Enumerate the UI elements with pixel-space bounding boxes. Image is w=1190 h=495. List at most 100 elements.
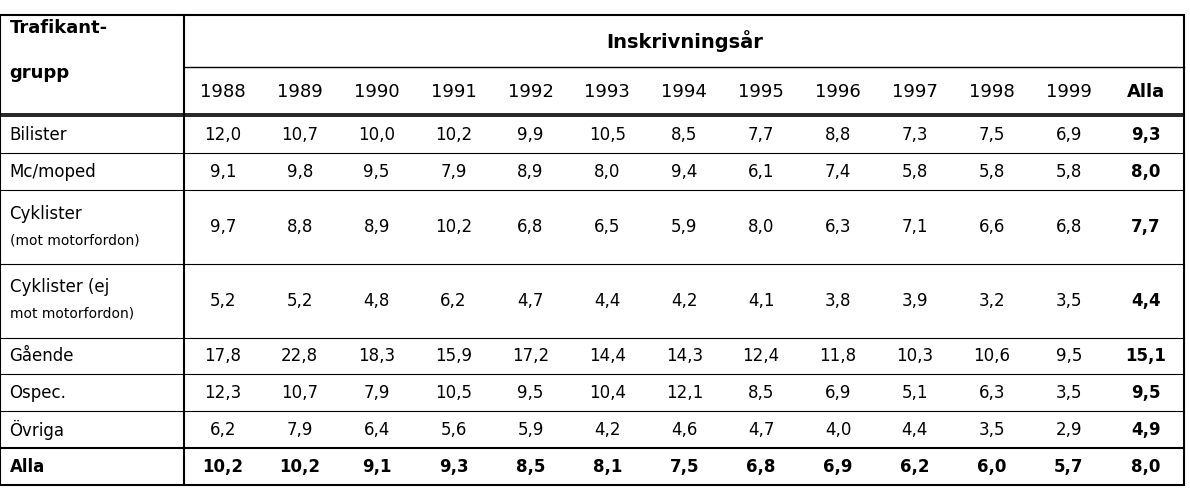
Text: Alla: Alla: [10, 458, 45, 476]
Text: 8,0: 8,0: [1130, 163, 1160, 181]
Text: mot motorfordon): mot motorfordon): [10, 307, 133, 321]
Text: 8,0: 8,0: [594, 163, 620, 181]
Text: Inskrivningsår: Inskrivningsår: [606, 30, 763, 52]
Text: Trafikant-: Trafikant-: [10, 19, 107, 38]
Text: 3,5: 3,5: [1056, 384, 1082, 402]
Text: 10,0: 10,0: [358, 126, 395, 144]
Text: 4,9: 4,9: [1130, 421, 1160, 439]
Text: 7,9: 7,9: [440, 163, 466, 181]
Text: 2,9: 2,9: [1056, 421, 1082, 439]
Text: 1989: 1989: [277, 83, 322, 100]
Text: 7,5: 7,5: [670, 458, 699, 476]
Text: 6,3: 6,3: [978, 384, 1006, 402]
Text: 6,9: 6,9: [823, 458, 853, 476]
Text: 8,8: 8,8: [825, 126, 851, 144]
Text: (mot motorfordon): (mot motorfordon): [10, 233, 139, 247]
Text: 12,3: 12,3: [205, 384, 242, 402]
Text: 1993: 1993: [584, 83, 631, 100]
Text: 7,7: 7,7: [749, 126, 775, 144]
Text: 10,6: 10,6: [973, 347, 1010, 365]
Text: 1990: 1990: [353, 83, 400, 100]
Text: 14,4: 14,4: [589, 347, 626, 365]
Text: 1997: 1997: [892, 83, 938, 100]
Text: 10,5: 10,5: [436, 384, 472, 402]
Text: 6,2: 6,2: [440, 292, 466, 310]
Text: 17,8: 17,8: [205, 347, 242, 365]
Text: 6,6: 6,6: [978, 218, 1006, 236]
Text: 7,5: 7,5: [978, 126, 1006, 144]
Text: 1994: 1994: [662, 83, 707, 100]
Text: 6,5: 6,5: [594, 218, 620, 236]
Text: 17,2: 17,2: [512, 347, 549, 365]
Text: 1992: 1992: [507, 83, 553, 100]
Text: 5,6: 5,6: [440, 421, 466, 439]
Text: 9,4: 9,4: [671, 163, 697, 181]
Text: 7,4: 7,4: [825, 163, 851, 181]
Text: 10,5: 10,5: [589, 126, 626, 144]
Text: 6,0: 6,0: [977, 458, 1007, 476]
Text: Mc/moped: Mc/moped: [10, 163, 96, 181]
Text: 9,5: 9,5: [1130, 384, 1160, 402]
Text: 8,0: 8,0: [749, 218, 775, 236]
Text: 5,8: 5,8: [978, 163, 1006, 181]
Text: 9,8: 9,8: [287, 163, 313, 181]
Text: Cyklister (ej: Cyklister (ej: [10, 278, 108, 297]
Text: 10,3: 10,3: [896, 347, 933, 365]
Text: 5,8: 5,8: [1056, 163, 1082, 181]
Text: 14,3: 14,3: [665, 347, 703, 365]
Text: grupp: grupp: [10, 64, 70, 82]
Text: 6,3: 6,3: [825, 218, 851, 236]
Text: 12,4: 12,4: [743, 347, 779, 365]
Text: 8,5: 8,5: [515, 458, 545, 476]
Text: 10,2: 10,2: [436, 126, 472, 144]
Text: 4,4: 4,4: [594, 292, 620, 310]
Text: Alla: Alla: [1127, 83, 1165, 100]
Text: 10,2: 10,2: [280, 458, 320, 476]
Text: 8,9: 8,9: [518, 163, 544, 181]
Text: 5,9: 5,9: [518, 421, 544, 439]
Text: 9,7: 9,7: [209, 218, 236, 236]
Text: 9,1: 9,1: [209, 163, 236, 181]
Text: 9,5: 9,5: [363, 163, 390, 181]
Text: 9,3: 9,3: [439, 458, 469, 476]
Text: 6,8: 6,8: [518, 218, 544, 236]
Text: 3,2: 3,2: [978, 292, 1006, 310]
Text: 10,7: 10,7: [281, 384, 318, 402]
Text: 6,2: 6,2: [900, 458, 929, 476]
Text: 9,3: 9,3: [1130, 126, 1160, 144]
Text: 6,9: 6,9: [825, 384, 851, 402]
Text: Ospec.: Ospec.: [10, 384, 67, 402]
Text: 3,8: 3,8: [825, 292, 851, 310]
Text: 4,7: 4,7: [749, 421, 775, 439]
Text: Övriga: Övriga: [10, 420, 64, 440]
Text: 4,8: 4,8: [363, 292, 390, 310]
Text: 10,7: 10,7: [281, 126, 318, 144]
Text: 8,5: 8,5: [671, 126, 697, 144]
Text: 10,4: 10,4: [589, 384, 626, 402]
Text: 7,1: 7,1: [902, 218, 928, 236]
Text: 8,0: 8,0: [1130, 458, 1160, 476]
Text: 10,2: 10,2: [436, 218, 472, 236]
Text: 6,4: 6,4: [363, 421, 390, 439]
Text: 9,5: 9,5: [1056, 347, 1082, 365]
Text: 4,0: 4,0: [825, 421, 851, 439]
Text: 4,6: 4,6: [671, 421, 697, 439]
Text: Gående: Gående: [10, 347, 74, 365]
Text: 5,8: 5,8: [902, 163, 928, 181]
Text: 11,8: 11,8: [820, 347, 857, 365]
Text: 7,9: 7,9: [363, 384, 390, 402]
Text: 1998: 1998: [969, 83, 1015, 100]
Text: 15,1: 15,1: [1126, 347, 1166, 365]
Text: 8,8: 8,8: [287, 218, 313, 236]
Text: 8,9: 8,9: [363, 218, 390, 236]
Text: 12,1: 12,1: [665, 384, 703, 402]
Text: 5,9: 5,9: [671, 218, 697, 236]
Text: 4,1: 4,1: [747, 292, 775, 310]
Text: 5,7: 5,7: [1054, 458, 1083, 476]
Text: 5,2: 5,2: [209, 292, 236, 310]
Text: 3,5: 3,5: [978, 421, 1006, 439]
Text: 6,8: 6,8: [746, 458, 776, 476]
Text: 8,1: 8,1: [593, 458, 622, 476]
Text: 6,8: 6,8: [1056, 218, 1082, 236]
Text: 4,2: 4,2: [594, 421, 621, 439]
